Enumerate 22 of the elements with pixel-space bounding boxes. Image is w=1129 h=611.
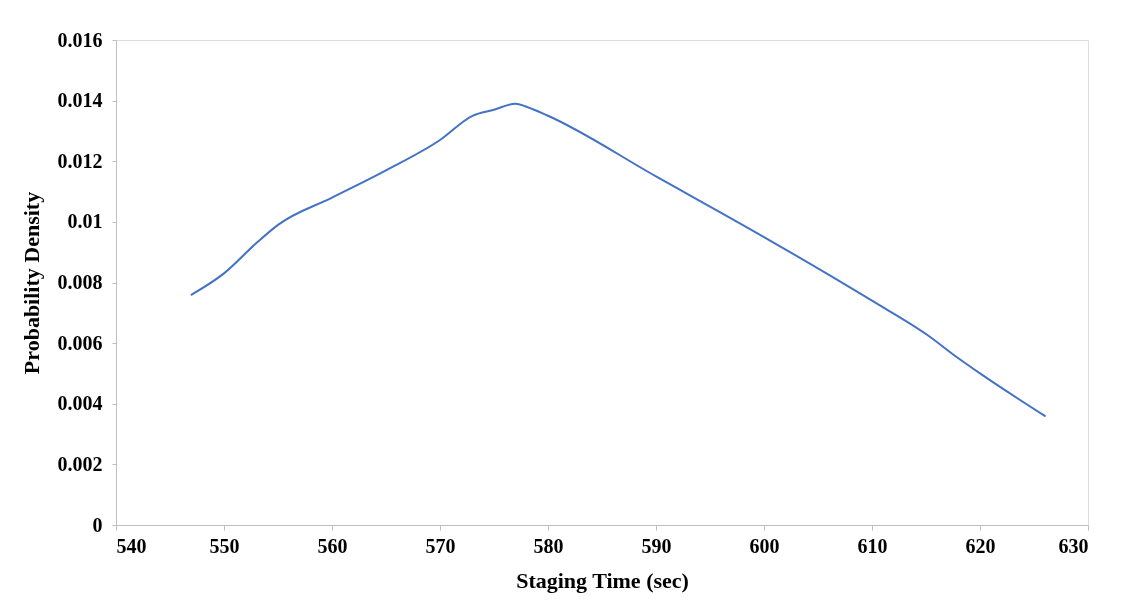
y-tick-label: 0.004 <box>57 392 103 415</box>
x-tick-label: 550 <box>209 534 240 557</box>
x-axis-title: Staging Time (sec) <box>516 567 689 593</box>
line-series <box>190 102 1046 417</box>
y-tick-label: 0.01 <box>67 210 103 233</box>
y-tick-label: 0.006 <box>57 331 103 354</box>
x-tick-label: 600 <box>749 534 780 557</box>
y-tick-label: 0.002 <box>57 452 103 475</box>
y-tick-label: 0.012 <box>57 149 103 172</box>
x-tick-label: 630 <box>1058 534 1089 557</box>
y-tick-label: 0.016 <box>57 28 103 51</box>
x-tick-label: 620 <box>965 534 996 557</box>
y-tick-label: 0.014 <box>57 89 103 112</box>
x-tick-label: 590 <box>641 534 672 557</box>
x-tick-label: 570 <box>425 534 456 557</box>
x-tick-label: 540 <box>116 534 147 557</box>
x-tick-label: 560 <box>317 534 348 557</box>
y-tick-label: 0.008 <box>57 271 103 293</box>
y-axis-title: Probability Density <box>18 191 44 375</box>
x-tick-label: 580 <box>533 534 564 557</box>
x-tick-label: 610 <box>857 534 888 557</box>
y-tick-label: 0 <box>92 513 103 536</box>
